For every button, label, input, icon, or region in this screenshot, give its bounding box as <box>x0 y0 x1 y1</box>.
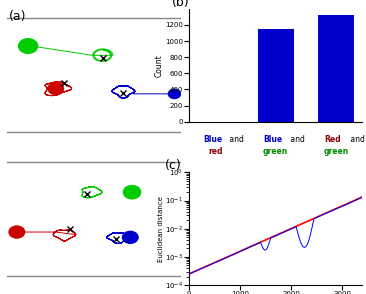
Text: and: and <box>288 135 305 144</box>
Text: (c): (c) <box>165 159 182 172</box>
Text: red: red <box>208 147 223 156</box>
Text: green: green <box>324 147 349 156</box>
Circle shape <box>48 83 64 94</box>
Y-axis label: Euclidean distance: Euclidean distance <box>158 196 164 262</box>
Circle shape <box>123 231 138 243</box>
Circle shape <box>123 186 141 199</box>
Text: and: and <box>348 135 365 144</box>
Circle shape <box>9 226 25 238</box>
Text: Red: Red <box>324 135 341 144</box>
Text: and: and <box>227 135 244 144</box>
Circle shape <box>168 89 180 98</box>
Text: Blue: Blue <box>203 135 222 144</box>
Bar <box>258 29 294 122</box>
Circle shape <box>19 39 38 53</box>
Bar <box>318 15 354 122</box>
Text: (a): (a) <box>9 10 27 23</box>
Text: Blue: Blue <box>264 135 283 144</box>
Y-axis label: Count: Count <box>154 54 164 77</box>
Text: green: green <box>263 147 288 156</box>
Text: (b): (b) <box>172 0 190 9</box>
